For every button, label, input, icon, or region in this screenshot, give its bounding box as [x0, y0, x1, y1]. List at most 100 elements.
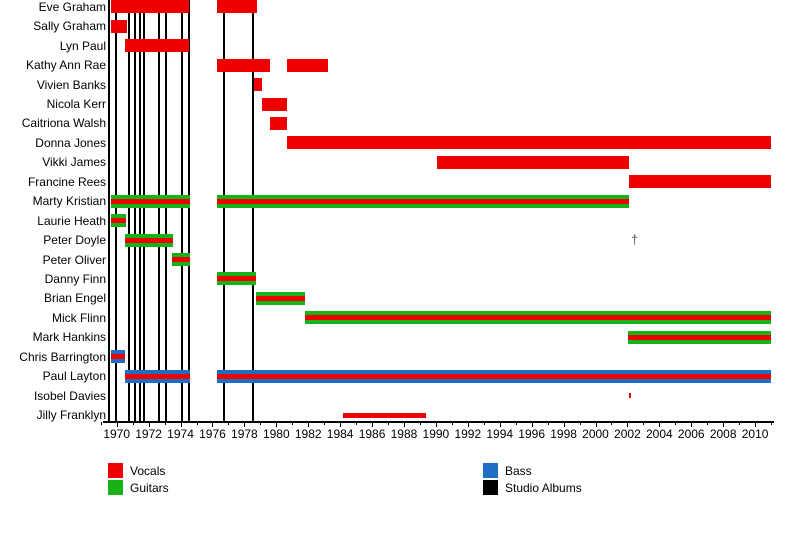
x-axis-minor-tick: [132, 422, 134, 425]
member-name-label: Eve Graham: [38, 0, 106, 14]
x-axis-major-tick: [755, 422, 757, 427]
legend-swatch-bass: [483, 463, 498, 478]
x-axis-minor-tick: [292, 422, 294, 425]
studio-album-line: [107, 0, 110, 421]
x-axis-major-tick: [467, 422, 469, 427]
x-axis-minor-tick: [643, 422, 645, 425]
member-tenure-bar: [216, 0, 257, 14]
x-axis-major-tick: [595, 422, 597, 427]
x-axis-major-tick: [212, 422, 214, 427]
x-axis-minor-tick: [164, 422, 166, 425]
x-axis-major-tick: [180, 422, 182, 427]
x-axis-minor-tick: [388, 422, 390, 425]
legend-label-studio-albums: Studio Albums: [505, 481, 582, 495]
member-name-label: Brian Engel: [43, 291, 106, 306]
member-name-label: Nicola Kerr: [46, 97, 106, 111]
x-axis-year-label: 1974: [167, 427, 194, 441]
x-axis-major-tick: [627, 422, 629, 427]
member-tenure-bar: [343, 412, 426, 418]
x-axis-year-label: 1980: [262, 427, 290, 441]
member-tenure-bar: [437, 155, 629, 169]
member-tenure-bar: [110, 350, 125, 364]
x-axis-major-tick: [244, 422, 246, 427]
x-axis-year-label: 1984: [326, 427, 354, 441]
member-tenure-bar: [269, 116, 287, 130]
x-axis-major-tick: [403, 422, 405, 427]
x-axis-major-tick: [372, 422, 374, 427]
x-axis-year-label: 2008: [709, 427, 737, 441]
x-axis-year-label: 1982: [294, 427, 322, 441]
studio-album-line: [252, 0, 255, 421]
member-name-label: Marty Kristian: [32, 194, 106, 209]
x-axis-major-tick: [531, 422, 533, 427]
member-name-label: Mick Flinn: [51, 310, 106, 325]
member-name-label: Jilly Franklyn: [36, 408, 106, 423]
member-name-label: Lyn Paul: [59, 38, 106, 53]
member-tenure-bar: [110, 19, 127, 33]
x-axis-major-tick: [499, 422, 501, 427]
member-tenure-bar: [305, 311, 772, 325]
studio-album-line: [142, 0, 145, 421]
x-axis-minor-tick: [196, 422, 198, 425]
x-axis-minor-tick: [324, 422, 326, 425]
x-axis-year-label: 1972: [135, 427, 162, 441]
legend-swatch-studio-albums: [483, 480, 498, 495]
member-name-label: Vivien Banks: [36, 77, 106, 92]
studio-album-line: [128, 0, 131, 421]
member-tenure-bar: [124, 39, 190, 53]
studio-album-line: [158, 0, 161, 421]
x-axis-major-tick: [116, 422, 118, 427]
x-axis-major-tick: [276, 422, 278, 427]
member-tenure-bar: [286, 58, 329, 72]
x-axis-year-label: 1992: [454, 427, 482, 441]
x-axis-minor-tick: [579, 422, 581, 425]
x-axis-minor-tick: [707, 422, 709, 425]
member-name-label: Isobel Davies: [33, 388, 106, 403]
x-axis-minor-tick: [356, 422, 358, 425]
studio-album-line: [138, 0, 141, 421]
x-axis-major-tick: [148, 422, 150, 427]
member-name-label: Donna Jones: [35, 135, 106, 150]
x-axis-minor-tick: [228, 422, 230, 425]
x-axis-year-label: 1986: [358, 427, 386, 441]
x-axis-minor-tick: [100, 422, 102, 425]
member-name-label: Danny Finn: [44, 271, 106, 286]
studio-album-line: [164, 0, 167, 421]
member-tenure-bar: [254, 78, 262, 92]
x-axis-minor-tick: [771, 422, 773, 425]
x-axis-year-label: 1988: [390, 427, 418, 441]
x-axis-minor-tick: [260, 422, 262, 425]
member-name-label: Sally Graham: [33, 19, 106, 34]
x-axis-minor-tick: [419, 422, 421, 425]
legend-label-bass: Bass: [505, 464, 532, 478]
member-tenure-bar: [216, 58, 271, 72]
studio-album-line: [222, 0, 225, 421]
member-tenure-bar: [261, 97, 287, 111]
x-axis-minor-tick: [611, 422, 613, 425]
member-tenure-bar: [171, 253, 191, 267]
x-axis-year-label: 1976: [199, 427, 226, 441]
studio-album-line: [188, 0, 191, 421]
x-axis-minor-tick: [451, 422, 453, 425]
legend-swatch-vocals: [108, 463, 123, 478]
member-tenure-bar: [124, 233, 174, 247]
member-tenure-bar: [216, 272, 257, 286]
x-axis-year-label: 2004: [645, 427, 673, 441]
member-tenure-bar: [216, 194, 629, 208]
x-axis-major-tick: [435, 422, 437, 427]
member-name-label: Caitriona Walsh: [21, 116, 106, 131]
member-tenure-bar: [124, 369, 191, 383]
member-tenure-bar: [110, 0, 190, 14]
x-axis-line: [103, 421, 775, 423]
x-axis-minor-tick: [515, 422, 517, 425]
studio-album-line: [134, 0, 137, 421]
member-tenure-bar: [629, 393, 631, 399]
x-axis-minor-tick: [739, 422, 741, 425]
x-axis-major-tick: [340, 422, 342, 427]
member-name-label: Paul Layton: [42, 369, 106, 384]
member-name-label: Peter Doyle: [43, 233, 106, 248]
member-name-label: Laurie Heath: [37, 213, 106, 228]
member-tenure-bar: [628, 330, 772, 344]
